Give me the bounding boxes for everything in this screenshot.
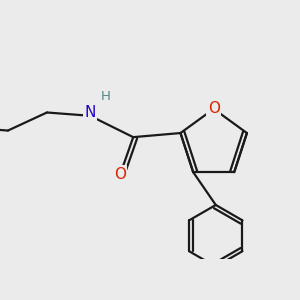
Text: O: O <box>208 101 220 116</box>
Text: N: N <box>84 105 96 120</box>
Text: O: O <box>114 167 126 182</box>
Text: H: H <box>101 90 111 104</box>
